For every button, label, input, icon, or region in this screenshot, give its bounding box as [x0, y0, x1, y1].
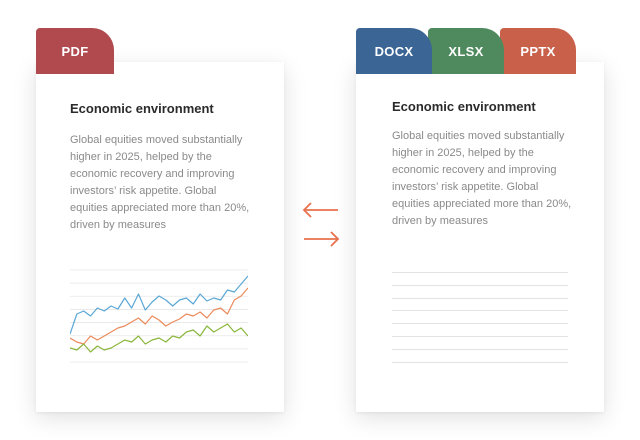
table-placeholder-lines [392, 272, 568, 372]
chart-series-line-3 [70, 323, 248, 353]
chart-series-line-2 [70, 287, 248, 345]
table-line [392, 297, 568, 299]
left-card-title: Economic environment [70, 101, 214, 116]
right-card-body: Global equities moved substantially high… [392, 130, 572, 227]
line-chart [70, 269, 248, 363]
tab-pdf[interactable]: PDF [36, 28, 114, 74]
conversion-arrows [302, 202, 340, 247]
tab-xlsx[interactable]: XLSX [428, 28, 504, 74]
chart-series-line-1 [70, 275, 248, 335]
left-card-body: Global equities moved substantially high… [70, 134, 250, 231]
tab-pptx[interactable]: PPTX [500, 28, 576, 74]
arrow-right-icon [304, 231, 340, 247]
office-document-card: Economic environment Global equities mov… [356, 62, 604, 412]
table-line [392, 335, 568, 337]
arrow-left-icon [302, 202, 338, 218]
table-line [392, 323, 568, 325]
table-line [392, 348, 568, 350]
table-line [392, 272, 568, 273]
table-line [392, 284, 568, 286]
pdf-document-card: Economic environment Global equities mov… [36, 62, 284, 412]
table-line [392, 310, 568, 312]
tab-docx[interactable]: DOCX [356, 28, 432, 74]
table-line [392, 361, 568, 363]
right-card-title: Economic environment [392, 99, 536, 114]
